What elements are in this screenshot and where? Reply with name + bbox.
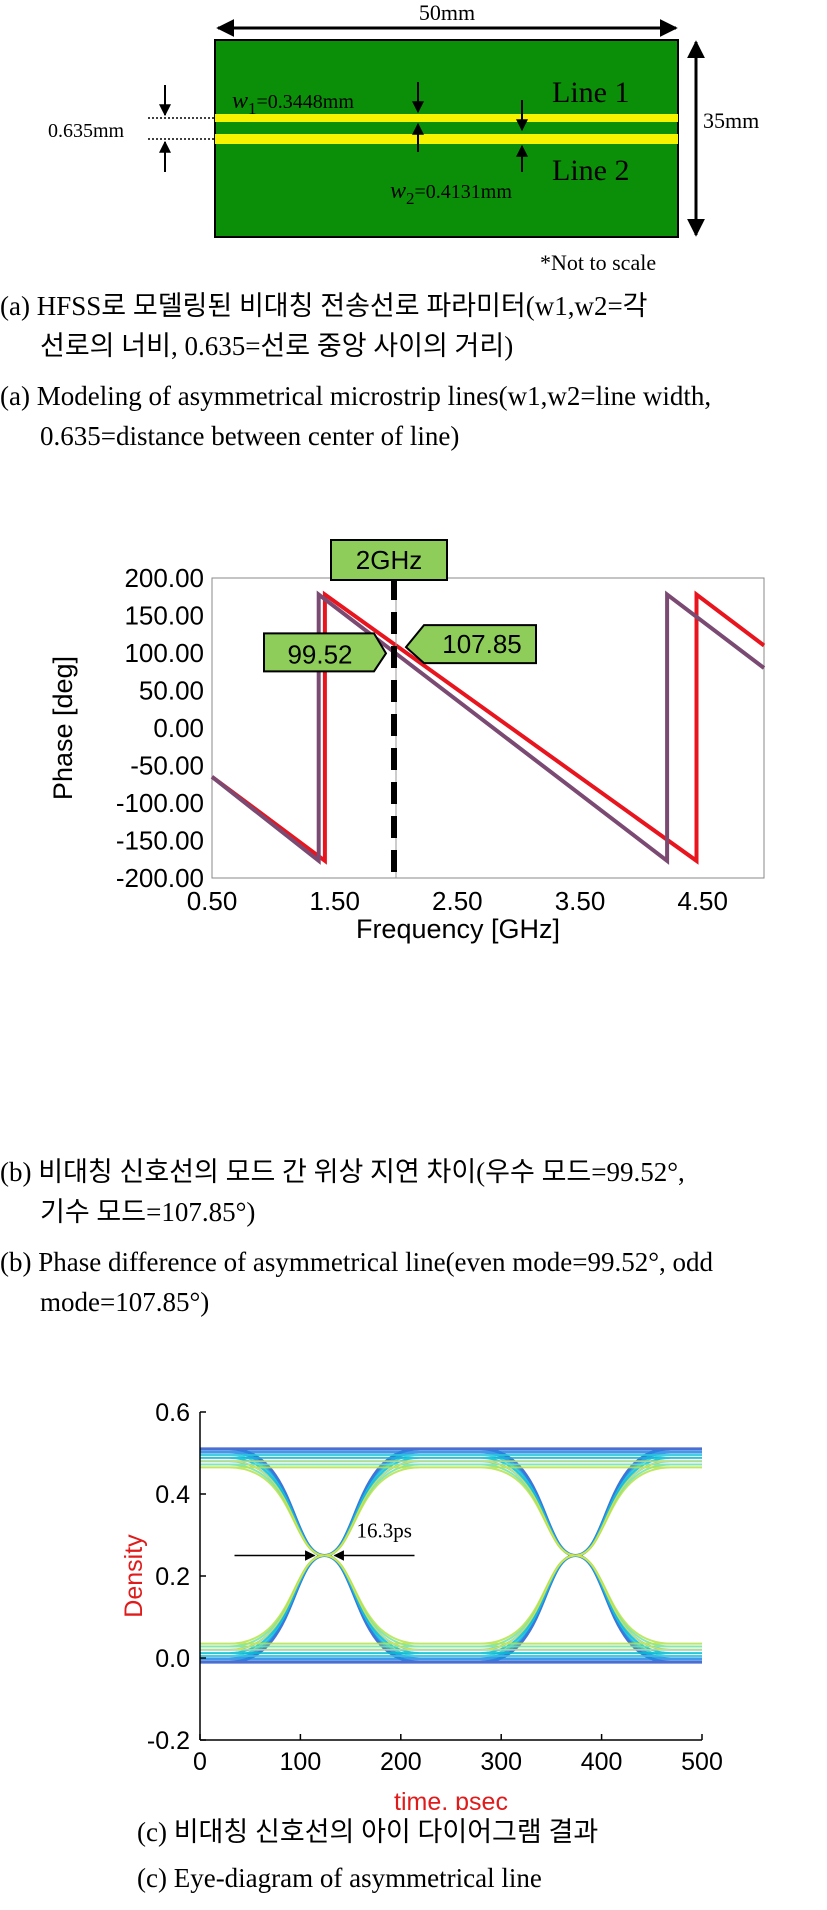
width-dimension-label: 50mm xyxy=(419,0,475,25)
caption-b-en-2: mode=107.85°) xyxy=(40,1287,210,1317)
y-tick-label: -50.00 xyxy=(130,751,204,781)
y-tick-label: 0.0 xyxy=(155,1645,190,1673)
even-mode-flag xyxy=(263,632,388,673)
eye-diagram-chart: 16.3ps 0.6 0.4 0.2 0.0 -0.20 100 200 300 400 500 t… xyxy=(120,1399,723,1810)
y-tick-label: -0.2 xyxy=(147,1727,190,1755)
microstrip-line-1 xyxy=(215,114,678,122)
x-tick-label: 0 xyxy=(193,1748,207,1776)
marker-label-box xyxy=(330,539,448,581)
y-tick-label: 50.00 xyxy=(139,676,204,706)
odd-mode-flag xyxy=(404,624,537,665)
eye-trace xyxy=(200,1460,702,1651)
x-tick-label: 3.50 xyxy=(555,886,606,916)
y-tick-label: 100.00 xyxy=(124,638,204,668)
caption-c-en: (c) Eye-diagram of asymmetrical line xyxy=(137,1863,542,1893)
w2-label: w2=0.4131mm xyxy=(390,178,512,208)
x-tick-label: 100 xyxy=(280,1748,322,1776)
caption-b-ko-2: 기수 모드=107.85°) xyxy=(40,1197,256,1227)
caption-c-ko: (c) 비대칭 신호선의 아이 다이어그램 결과 xyxy=(137,1817,599,1847)
y-axis-label: Phase [deg] xyxy=(48,656,78,800)
eye-width-label: 16.3ps xyxy=(356,1519,411,1543)
y-tick-label: 0.4 xyxy=(155,1481,190,1509)
line-2-label: Line 2 xyxy=(552,154,629,187)
y-tick-label: 0.2 xyxy=(155,1563,190,1591)
x-tick-label: 300 xyxy=(480,1748,522,1776)
phase-series-line-2 xyxy=(210,590,766,865)
y-tick-label: -100.00 xyxy=(116,788,204,818)
x-tick-label: 2.50 xyxy=(432,886,483,916)
phase-chart: 2GHz 99.52 107.85 200.00 150.00 100.00 50.00… xyxy=(48,539,766,944)
caption-a-en-2: 0.635=distance between center of line) xyxy=(40,421,460,451)
x-tick-label: 500 xyxy=(681,1748,723,1776)
y-tick-label: 0.00 xyxy=(153,713,204,743)
plot-area xyxy=(211,577,765,879)
even-mode-value: 99.52 xyxy=(287,639,352,669)
caption-a-en-1: (a) Modeling of asymmetrical microstrip … xyxy=(0,381,712,411)
x-tick-label: 4.50 xyxy=(677,886,728,916)
caption-a-ko-1: (a) HFSS로 모델링된 비대칭 전송선로 파라미터(w1,w2=각 xyxy=(0,291,648,321)
y-axis-label: Density xyxy=(120,1534,148,1618)
microstrip-diagram: 50mm 35mm 0.635mm w1=0.3448mm w2=0.4131m… xyxy=(48,0,759,275)
x-tick-label: 1.50 xyxy=(309,886,360,916)
x-tick-label: 0.50 xyxy=(187,886,238,916)
y-tick-label: -200.00 xyxy=(116,863,204,893)
x-axis-label: Frequency [GHz] xyxy=(356,914,560,944)
x-axis-label: time, psec xyxy=(394,1788,508,1810)
microstrip-line-2 xyxy=(215,134,678,144)
y-tick-label: 0.6 xyxy=(155,1399,190,1427)
line-1-label: Line 1 xyxy=(552,76,629,109)
gap-label: 0.635mm xyxy=(48,120,125,142)
odd-mode-value: 107.85 xyxy=(442,629,522,659)
caption-b-ko-1: (b) 비대칭 신호선의 모드 간 위상 지연 차이(우수 모드=99.52°, xyxy=(0,1157,685,1187)
x-tick-label: 200 xyxy=(380,1748,422,1776)
marker-label: 2GHz xyxy=(356,545,422,575)
x-tick-label: 400 xyxy=(581,1748,623,1776)
phase-series-line-1 xyxy=(210,590,766,865)
y-tick-label: 150.00 xyxy=(124,601,204,631)
height-dimension-label: 35mm xyxy=(703,108,759,133)
y-tick-label: 200.00 xyxy=(124,563,204,593)
w1-label: w1=0.3448mm xyxy=(232,88,354,118)
caption-b-en-1: (b) Phase difference of asymmetrical lin… xyxy=(0,1247,714,1277)
not-to-scale-note: *Not to scale xyxy=(540,250,656,275)
y-tick-label: -150.00 xyxy=(116,826,204,856)
caption-a-ko-2: 선로의 너비, 0.635=선로 중앙 사이의 거리) xyxy=(40,331,514,361)
